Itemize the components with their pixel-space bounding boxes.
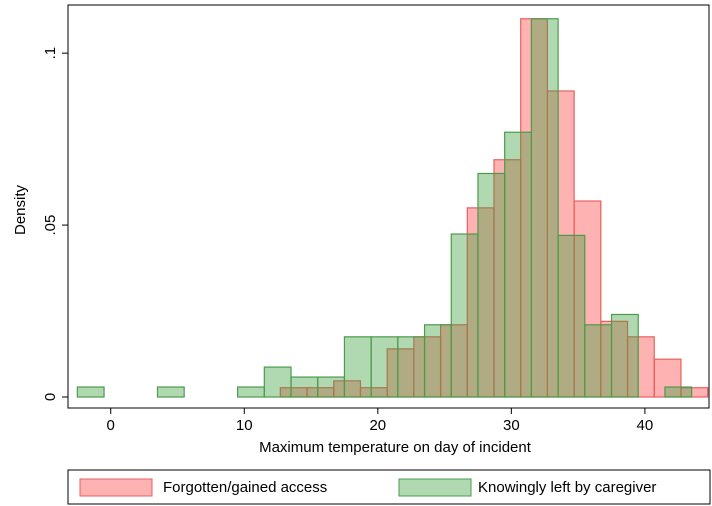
histogram-bar <box>450 233 479 398</box>
histogram-bar <box>546 90 575 398</box>
histogram-bar <box>610 313 639 398</box>
legend-label: Knowingly left by caregiver <box>478 479 656 496</box>
x-tick-label: 40 <box>637 417 654 434</box>
histogram-bar <box>343 336 372 398</box>
histogram-bar <box>397 336 426 398</box>
x-tick-label: 0 <box>107 417 115 434</box>
legend-swatch <box>398 478 472 497</box>
histogram-bar <box>236 386 265 398</box>
histogram-bar <box>290 376 319 398</box>
histogram-bar <box>76 386 105 398</box>
histogram-bar <box>664 386 693 398</box>
plot-frame <box>67 4 710 409</box>
y-tick-label: .05 <box>42 215 59 236</box>
histogram-bar <box>680 387 709 398</box>
y-tick-label: .1 <box>42 47 59 60</box>
histogram-bar <box>477 172 506 398</box>
histogram-bar <box>557 234 586 398</box>
histogram-bar <box>370 336 399 398</box>
histogram-bar <box>423 324 452 398</box>
x-tick-label: 20 <box>369 417 386 434</box>
histogram-bar <box>653 358 682 398</box>
histogram-bar <box>317 376 346 398</box>
histogram-bar <box>386 348 415 398</box>
histogram-bar <box>504 131 532 398</box>
histogram-bar <box>263 366 292 398</box>
histogram-bar <box>530 18 559 398</box>
legend-swatch <box>79 478 153 497</box>
histogram-bar <box>584 324 613 398</box>
histogram-bar <box>493 159 522 398</box>
y-axis-title: Density <box>12 184 29 235</box>
legend-box <box>67 469 711 505</box>
x-axis-title: Maximum temperature on day of incident <box>259 439 532 456</box>
y-tick-label: 0 <box>42 393 59 401</box>
x-tick-label: 10 <box>236 417 253 434</box>
histogram-bar <box>439 324 468 398</box>
x-tick-label: 30 <box>503 417 520 434</box>
legend-label: Forgotten/gained access <box>163 479 327 496</box>
histogram-bar <box>156 386 185 398</box>
histogram-bar <box>600 320 629 398</box>
